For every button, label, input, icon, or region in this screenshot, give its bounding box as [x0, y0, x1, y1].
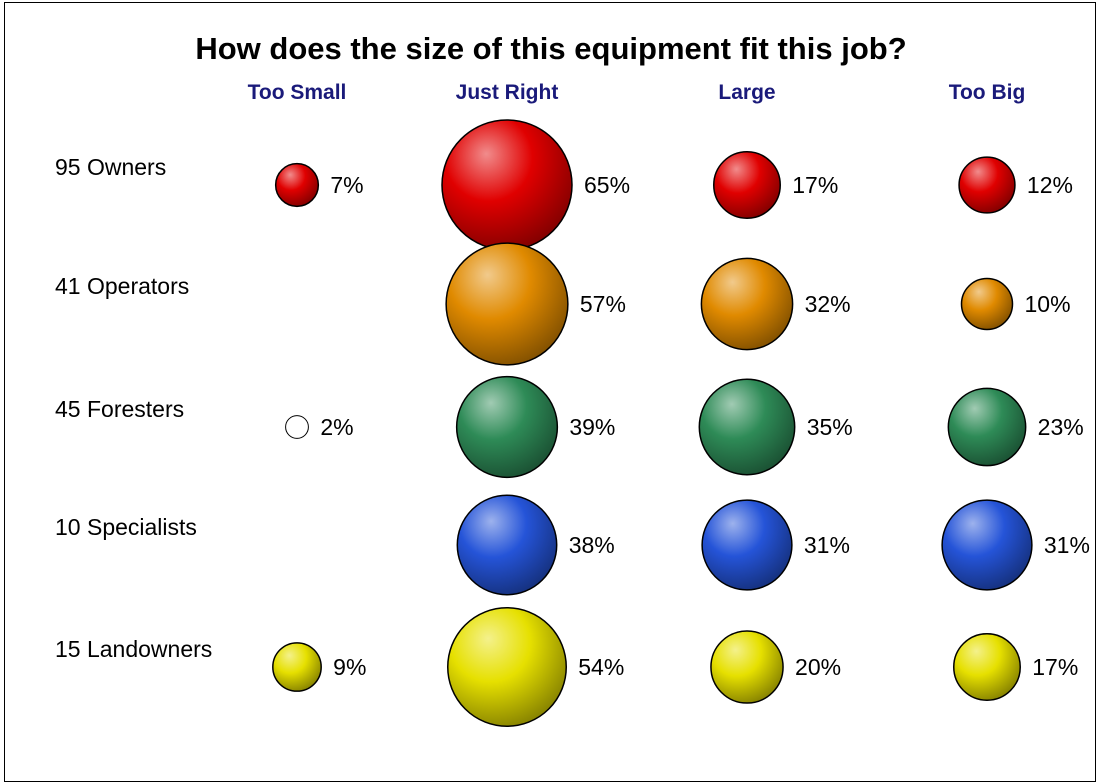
- bubble-15-landowners-large: [710, 630, 784, 704]
- bubble-15-landowners-just-right: [447, 607, 567, 727]
- bubble-41-operators-too-big: [960, 277, 1014, 331]
- value-label: 9%: [333, 654, 366, 680]
- value-label: 31%: [804, 532, 850, 558]
- column-header-too-small: Too Small: [248, 81, 347, 104]
- bubble-45-foresters-large: [698, 378, 796, 476]
- row-label: 41 Operators: [55, 273, 189, 299]
- value-label: 23%: [1038, 414, 1084, 440]
- value-label: 32%: [805, 291, 851, 317]
- bubble-41-operators-just-right: [445, 242, 569, 366]
- column-header-just-right: Just Right: [456, 81, 559, 104]
- value-label: 12%: [1027, 172, 1073, 198]
- row-label: 45 Foresters: [55, 396, 184, 422]
- bubble-95-owners-too-small: [274, 162, 320, 208]
- bubble-15-landowners-too-small: [272, 642, 322, 692]
- value-label: 7%: [330, 172, 363, 198]
- chart-frame: How does the size of this equipment fit …: [4, 2, 1096, 782]
- value-label: 54%: [578, 654, 624, 680]
- row-15-landowners: 15 Landowners 9% 54% 20% 17%: [55, 607, 1078, 727]
- value-label: 20%: [795, 654, 841, 680]
- chart-title: How does the size of this equipment fit …: [195, 31, 906, 66]
- column-header-large: Large: [718, 81, 775, 104]
- value-label: 35%: [807, 414, 853, 440]
- bubble-10-specialists-large: [701, 499, 793, 591]
- row-label: 15 Landowners: [55, 636, 212, 662]
- value-label: 2%: [320, 414, 353, 440]
- chart-rows: 95 Owners 7% 65% 17% 12% 41 Operators 57% 32% 10…: [55, 119, 1090, 727]
- bubble-95-owners-too-big: [958, 156, 1016, 214]
- column-headers: Too Small Just Right Large Too Big: [248, 81, 1026, 104]
- bubble-10-specialists-just-right: [456, 494, 558, 596]
- bubble-45-foresters-too-small: [285, 415, 309, 439]
- bubble-95-owners-large: [713, 151, 781, 219]
- value-label: 10%: [1024, 291, 1070, 317]
- value-label: 39%: [569, 414, 615, 440]
- row-10-specialists: 10 Specialists 38% 31% 31%: [55, 494, 1090, 596]
- row-45-foresters: 45 Foresters 2% 39% 35% 23%: [55, 375, 1084, 479]
- bubble-15-landowners-too-big: [953, 633, 1021, 701]
- value-label: 17%: [792, 172, 838, 198]
- value-label: 57%: [580, 291, 626, 317]
- value-label: 38%: [569, 532, 615, 558]
- bubble-45-foresters-too-big: [947, 387, 1027, 467]
- row-95-owners: 95 Owners 7% 65% 17% 12%: [55, 119, 1073, 251]
- row-label: 95 Owners: [55, 154, 166, 180]
- bubble-10-specialists-too-big: [941, 499, 1033, 591]
- bubble-41-operators-large: [700, 257, 794, 351]
- row-41-operators: 41 Operators 57% 32% 10%: [55, 242, 1071, 366]
- column-header-too-big: Too Big: [949, 81, 1026, 104]
- bubble-95-owners-just-right: [441, 119, 573, 251]
- value-label: 17%: [1032, 654, 1078, 680]
- bubble-45-foresters-just-right: [455, 375, 559, 479]
- value-label: 31%: [1044, 532, 1090, 558]
- row-label: 10 Specialists: [55, 514, 197, 540]
- bubble-chart: How does the size of this equipment fit …: [55, 31, 1090, 727]
- value-label: 65%: [584, 172, 630, 198]
